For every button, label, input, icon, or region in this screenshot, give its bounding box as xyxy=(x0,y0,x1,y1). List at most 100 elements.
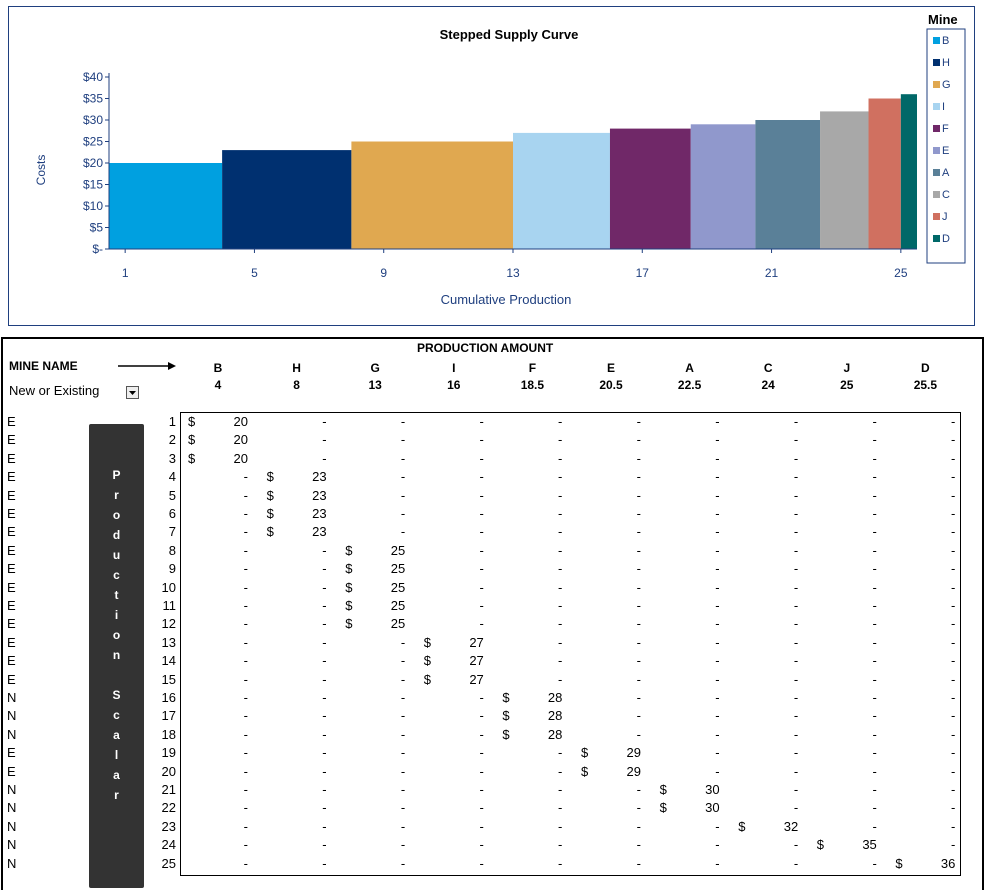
cell-cost: 36 xyxy=(940,855,956,871)
cell-dash: - xyxy=(951,763,956,779)
cell-dash: - xyxy=(715,450,720,466)
cell-dash: - xyxy=(479,414,484,429)
cell-dash: - xyxy=(872,450,877,466)
amount-header-F: 18.5 xyxy=(520,378,545,392)
scalar-letter: i xyxy=(114,608,119,622)
cell-dash: - xyxy=(322,542,327,558)
cell-dash: - xyxy=(636,690,641,705)
cell-dollar: $ xyxy=(188,414,196,429)
cell-dash: - xyxy=(715,653,720,669)
cell-dash: - xyxy=(951,432,956,448)
cell-dash: - xyxy=(793,450,799,466)
cell-dash: - xyxy=(872,542,877,558)
cell-dollar: $ xyxy=(345,616,353,632)
cell-dash: - xyxy=(400,800,406,816)
cell-dash: - xyxy=(951,469,956,485)
cell-dash: - xyxy=(322,800,327,816)
row-status: E xyxy=(7,506,16,521)
cell-dash: - xyxy=(793,506,799,521)
cell-dash: - xyxy=(715,432,720,448)
cell-dash: - xyxy=(793,579,799,595)
x-tick-label: 17 xyxy=(636,266,650,280)
cell-dash: - xyxy=(951,818,956,834)
cell-dash: - xyxy=(558,598,563,613)
cell-dash: - xyxy=(400,432,406,448)
cell-dash: - xyxy=(872,487,877,503)
x-tick-label: 25 xyxy=(894,266,908,280)
cell-dash: - xyxy=(400,763,406,779)
cell-dash: - xyxy=(636,469,641,485)
cell-dash: - xyxy=(636,414,641,429)
cell-dash: - xyxy=(636,837,641,853)
row-status: N xyxy=(7,855,17,871)
cell-dash: - xyxy=(951,506,956,521)
scalar-letter: r xyxy=(114,788,119,802)
cell-dash: - xyxy=(558,837,563,853)
cell-dash: - xyxy=(636,634,641,650)
cell-dash: - xyxy=(479,579,484,595)
cell-cost: 20 xyxy=(233,432,248,448)
cell-dash: - xyxy=(872,726,877,742)
cell-dash: - xyxy=(243,524,248,540)
x-tick-label: 9 xyxy=(380,266,387,280)
bar-H xyxy=(222,150,352,249)
cell-dash: - xyxy=(322,561,327,577)
cell-dash: - xyxy=(636,579,641,595)
cell-dash: - xyxy=(793,690,799,705)
cell-dash: - xyxy=(322,837,327,853)
cell-dash: - xyxy=(636,450,641,466)
cell-dollar: $ xyxy=(423,653,432,669)
cell-dash: - xyxy=(793,708,799,724)
cell-dash: - xyxy=(636,708,641,724)
cell-dollar: $ xyxy=(502,690,510,705)
row-number: 16 xyxy=(161,690,176,705)
cell-dash: - xyxy=(400,450,406,466)
cost-grid xyxy=(180,412,961,876)
y-tick-label: $15 xyxy=(83,178,103,192)
row-number: 9 xyxy=(168,561,176,577)
cell-dash: - xyxy=(715,469,720,485)
cell-dollar: $ xyxy=(659,800,667,816)
chart-svg: Stepped Supply Curve $40 $35 $30 $25 $20 $15 $1… xyxy=(34,12,966,307)
y-tick-label: $- xyxy=(92,242,103,256)
cell-dollar: $ xyxy=(895,855,903,871)
cell-dash: - xyxy=(793,469,799,485)
cell-dash: - xyxy=(636,653,641,669)
cell-dash: - xyxy=(793,726,799,742)
cell-dollar: $ xyxy=(188,450,196,466)
cell-dash: - xyxy=(322,450,327,466)
cell-dash: - xyxy=(715,690,720,705)
y-tick-label: $40 xyxy=(83,70,103,84)
row-status: E xyxy=(7,616,16,632)
cell-dollar: $ xyxy=(581,745,589,761)
cell-dash: - xyxy=(636,561,641,577)
row-number: 21 xyxy=(161,782,176,797)
row-number: 13 xyxy=(161,634,176,650)
cell-dash: - xyxy=(951,561,956,577)
cell-dash: - xyxy=(951,616,956,632)
cell-dash: - xyxy=(715,837,720,853)
cell-dash: - xyxy=(400,726,406,742)
amount-header-E: 20.5 xyxy=(599,378,623,392)
cell-dash: - xyxy=(400,634,406,650)
cell-dash: - xyxy=(872,579,877,595)
cell-dash: - xyxy=(715,763,720,779)
legend-swatch-C xyxy=(933,191,940,198)
cell-dash: - xyxy=(793,855,799,871)
cell-dash: - xyxy=(872,616,877,632)
new-or-existing-dropdown[interactable] xyxy=(126,386,139,399)
cell-dash: - xyxy=(243,690,248,705)
row-number: 12 xyxy=(161,616,176,632)
production-amount-header: PRODUCTION AMOUNT xyxy=(417,341,554,355)
row-number: 5 xyxy=(168,487,176,503)
cell-dash: - xyxy=(951,726,956,742)
row-number: 1 xyxy=(168,414,176,429)
cell-dash: - xyxy=(243,855,248,871)
mine-header-E: E xyxy=(606,361,615,375)
mine-header-I: I xyxy=(452,361,456,375)
cell-dash: - xyxy=(872,763,877,779)
scalar-letter: d xyxy=(112,528,121,542)
cell-dash: - xyxy=(951,800,956,816)
cell-dash: - xyxy=(793,561,799,577)
cell-cost: 20 xyxy=(233,450,248,466)
